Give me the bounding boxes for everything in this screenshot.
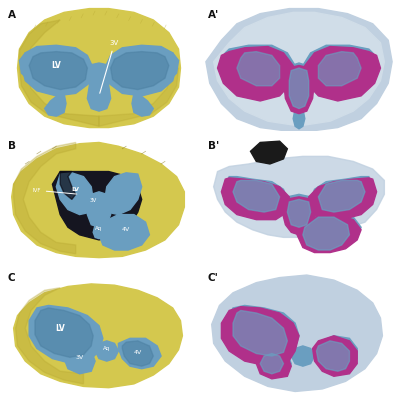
Polygon shape [60, 172, 76, 199]
Polygon shape [20, 52, 33, 81]
Text: LV: LV [72, 187, 80, 191]
Text: LV: LV [55, 324, 65, 333]
Polygon shape [18, 9, 180, 127]
Polygon shape [118, 338, 161, 369]
Polygon shape [212, 275, 382, 392]
Polygon shape [29, 52, 87, 90]
Polygon shape [12, 142, 184, 258]
Polygon shape [284, 66, 314, 113]
Polygon shape [311, 177, 373, 217]
Polygon shape [132, 94, 153, 116]
Polygon shape [64, 346, 95, 374]
Polygon shape [225, 305, 299, 364]
Polygon shape [256, 351, 291, 379]
Polygon shape [14, 142, 76, 254]
Polygon shape [312, 336, 357, 376]
Text: A': A' [208, 10, 219, 20]
Polygon shape [35, 308, 93, 357]
Polygon shape [289, 68, 309, 109]
Text: C: C [8, 273, 16, 283]
Polygon shape [95, 341, 118, 361]
Polygon shape [314, 336, 357, 371]
Polygon shape [99, 215, 150, 250]
Polygon shape [233, 310, 287, 356]
Polygon shape [303, 45, 378, 98]
Text: LV: LV [52, 61, 61, 70]
Polygon shape [214, 12, 384, 125]
Text: A: A [8, 10, 16, 20]
Polygon shape [297, 215, 361, 253]
Polygon shape [52, 172, 142, 240]
Text: 3V: 3V [100, 40, 119, 93]
Polygon shape [99, 68, 178, 126]
Polygon shape [111, 52, 169, 90]
Polygon shape [206, 9, 392, 131]
Text: C': C' [208, 273, 219, 283]
Text: 3V: 3V [76, 355, 84, 359]
Polygon shape [260, 353, 284, 374]
Text: 4V: 4V [134, 349, 142, 355]
Polygon shape [287, 199, 311, 227]
Polygon shape [303, 217, 350, 250]
Text: B: B [8, 141, 16, 151]
Polygon shape [318, 180, 365, 212]
Polygon shape [282, 197, 316, 235]
Polygon shape [87, 73, 111, 111]
Polygon shape [305, 47, 380, 101]
Polygon shape [250, 141, 287, 164]
Polygon shape [56, 173, 93, 215]
Polygon shape [237, 52, 280, 86]
Polygon shape [309, 178, 377, 220]
Polygon shape [93, 225, 105, 239]
Polygon shape [233, 180, 280, 212]
Text: 4V: 4V [122, 227, 130, 232]
Text: Aq: Aq [96, 226, 102, 231]
Text: Aq: Aq [103, 346, 110, 351]
Polygon shape [316, 341, 350, 371]
Polygon shape [214, 156, 384, 237]
Polygon shape [105, 45, 177, 96]
Polygon shape [45, 94, 66, 116]
Polygon shape [20, 20, 99, 126]
Polygon shape [14, 284, 182, 388]
Polygon shape [293, 109, 305, 129]
Polygon shape [122, 341, 153, 366]
Polygon shape [291, 346, 314, 366]
Polygon shape [218, 47, 293, 101]
Text: 3V: 3V [90, 198, 97, 203]
Polygon shape [225, 177, 287, 217]
Polygon shape [29, 305, 103, 364]
Polygon shape [318, 52, 361, 86]
Polygon shape [287, 63, 311, 112]
Polygon shape [293, 225, 305, 235]
Polygon shape [222, 307, 299, 366]
Polygon shape [220, 45, 295, 98]
Polygon shape [87, 63, 111, 81]
Polygon shape [299, 212, 361, 250]
Polygon shape [165, 52, 178, 81]
Polygon shape [87, 192, 111, 227]
Polygon shape [284, 194, 314, 230]
Polygon shape [105, 173, 142, 215]
Text: IVF: IVF [32, 188, 77, 194]
Polygon shape [222, 178, 289, 220]
Text: B': B' [208, 141, 219, 151]
Polygon shape [22, 45, 93, 96]
Polygon shape [16, 288, 84, 384]
Polygon shape [260, 349, 291, 376]
